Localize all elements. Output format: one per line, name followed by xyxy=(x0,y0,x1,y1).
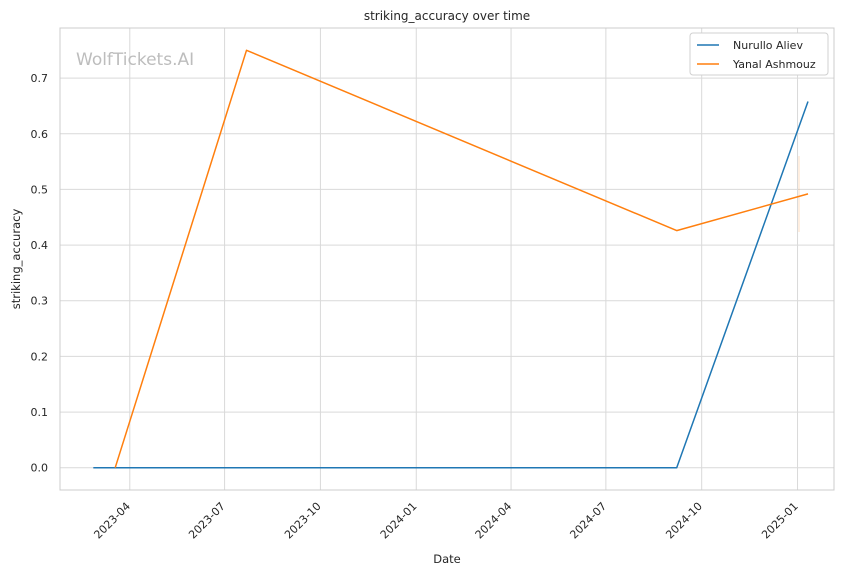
watermark: WolfTickets.AI xyxy=(76,50,194,70)
legend-box xyxy=(689,32,829,76)
y-tick-label: 0.4 xyxy=(31,239,49,252)
y-tick-label: 0.1 xyxy=(31,406,49,419)
y-axis: 0.0 0.1 0.2 0.3 0.4 0.5 0.6 0.7 xyxy=(31,72,49,475)
y-tick-label: 0.6 xyxy=(31,128,49,141)
legend: Nurullo Aliev Yanal Ashmouz xyxy=(689,32,829,76)
x-tick-label: 2024-01 xyxy=(378,500,420,542)
legend-label: Yanal Ashmouz xyxy=(732,58,816,71)
x-axis: 2023-04 2023-07 2023-10 2024-01 2024-04 2024-… xyxy=(91,500,800,542)
x-axis-title: Date xyxy=(433,552,461,566)
series-line-2 xyxy=(114,49,809,468)
y-tick-label: 0.5 xyxy=(31,183,49,196)
y-tick-label: 0.7 xyxy=(31,72,49,85)
x-tick-label: 2023-07 xyxy=(186,500,228,542)
x-tick-label: 2024-04 xyxy=(473,500,515,542)
series-layer xyxy=(93,49,809,469)
x-tick-label: 2023-10 xyxy=(282,500,324,542)
legend-label: Nurullo Aliev xyxy=(733,39,803,52)
x-tick-label: 2023-04 xyxy=(91,500,133,542)
y-axis-title: striking_accuracy xyxy=(9,209,23,310)
x-tick-label: 2024-10 xyxy=(663,500,705,542)
y-tick-label: 0.2 xyxy=(31,350,49,363)
chart-title: striking_accuracy over time xyxy=(364,9,530,23)
x-tick-label: 2025-01 xyxy=(759,500,801,542)
y-tick-label: 0.0 xyxy=(31,462,49,475)
x-tick-label: 2024-07 xyxy=(567,500,609,542)
y-tick-label: 0.3 xyxy=(31,295,49,308)
plot-frame xyxy=(59,27,835,491)
series-line-1 xyxy=(93,101,809,469)
grid xyxy=(60,28,834,490)
